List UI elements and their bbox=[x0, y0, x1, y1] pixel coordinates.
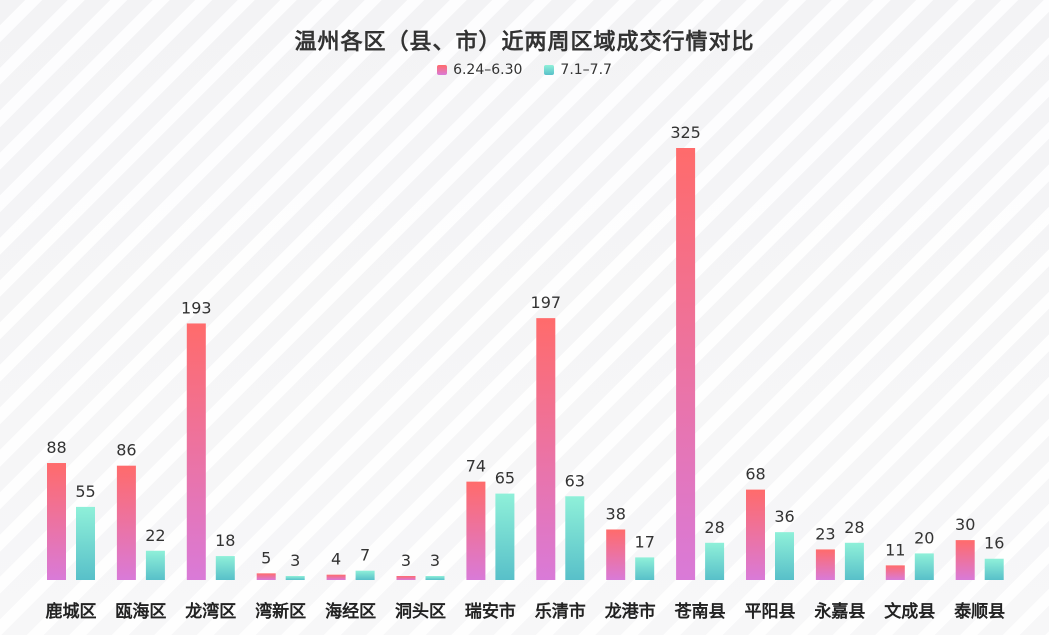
category-label-11: 永嘉县 bbox=[813, 601, 865, 622]
chart-title: 温州各区（县、市）近两周区域成交行情对比 bbox=[294, 30, 755, 55]
value-label-series-2-1: 22 bbox=[145, 526, 165, 545]
value-label-series-2-9: 28 bbox=[704, 518, 724, 537]
value-label-series-1-7: 197 bbox=[531, 293, 562, 312]
category-label-4: 海经区 bbox=[325, 601, 376, 622]
category-label-7: 乐清市 bbox=[535, 601, 586, 622]
bar-series-1-6 bbox=[466, 481, 486, 580]
bar-series-2-2 bbox=[215, 556, 235, 580]
value-label-series-1-5: 3 bbox=[401, 551, 411, 570]
bar-series-2-13 bbox=[984, 558, 1004, 580]
value-label-series-2-8: 17 bbox=[635, 532, 655, 551]
bar-series-1-1 bbox=[116, 465, 136, 580]
bar-series-1-2 bbox=[186, 323, 206, 580]
value-label-series-1-4: 4 bbox=[331, 550, 341, 569]
category-label-9: 苍南县 bbox=[674, 601, 726, 622]
value-label-series-1-6: 74 bbox=[466, 457, 486, 476]
bar-series-1-5 bbox=[396, 576, 416, 580]
value-label-series-1-8: 38 bbox=[606, 504, 626, 523]
value-label-series-2-6: 65 bbox=[495, 469, 515, 488]
bar-series-2-11 bbox=[844, 542, 864, 580]
category-label-8: 龙港市 bbox=[604, 601, 656, 622]
category-label-3: 湾新区 bbox=[255, 601, 306, 622]
value-label-series-2-0: 55 bbox=[75, 482, 95, 501]
value-label-series-2-5: 3 bbox=[430, 551, 440, 570]
value-label-series-1-0: 88 bbox=[46, 438, 66, 457]
bar-series-1-9 bbox=[676, 148, 696, 580]
value-label-series-1-1: 86 bbox=[116, 441, 136, 460]
category-label-2: 龙湾区 bbox=[184, 601, 236, 622]
legend-swatch-series-2 bbox=[544, 65, 555, 75]
legend-label-series-1: 6.24–6.30 bbox=[453, 62, 523, 78]
value-label-series-2-13: 16 bbox=[984, 534, 1004, 553]
bar-series-2-3 bbox=[285, 576, 305, 580]
bar-series-1-4 bbox=[326, 574, 346, 580]
category-label-12: 文成县 bbox=[884, 601, 935, 622]
value-label-series-2-2: 18 bbox=[215, 531, 235, 550]
legend-swatch-series-1 bbox=[437, 65, 448, 75]
value-label-series-1-3: 5 bbox=[261, 548, 271, 567]
value-label-series-2-11: 28 bbox=[844, 518, 864, 537]
bar-series-1-3 bbox=[256, 573, 276, 580]
value-label-series-1-12: 11 bbox=[885, 540, 905, 559]
value-label-series-2-7: 63 bbox=[565, 471, 585, 490]
bar-series-1-8 bbox=[606, 529, 626, 580]
bar-series-2-7 bbox=[565, 496, 585, 580]
bar-series-2-0 bbox=[76, 506, 95, 580]
legend-item-series-2: 7.1–7.7 bbox=[544, 62, 612, 78]
category-label-10: 平阳县 bbox=[745, 602, 796, 622]
category-label-5: 洞头区 bbox=[395, 602, 446, 622]
value-label-series-1-10: 68 bbox=[745, 465, 765, 484]
category-label-0: 鹿城区 bbox=[46, 601, 97, 622]
bar-series-1-11 bbox=[815, 549, 835, 580]
bar-series-1-10 bbox=[746, 489, 765, 580]
value-label-series-1-11: 23 bbox=[815, 524, 835, 543]
bar-series-2-9 bbox=[705, 542, 725, 580]
bar-series-2-6 bbox=[495, 493, 515, 580]
bar-series-2-10 bbox=[775, 532, 794, 580]
bar-series-2-1 bbox=[145, 550, 165, 580]
value-label-series-2-10: 36 bbox=[774, 507, 794, 526]
legend-item-series-1: 6.24–6.30 bbox=[437, 62, 522, 78]
value-label-series-2-4: 7 bbox=[360, 546, 370, 565]
legend-label-series-2: 7.1–7.7 bbox=[560, 62, 612, 78]
categories-layer: 鹿城区 瓯海区 龙湾区 湾新区 海经区 洞头区 瑞安市 乐清市 龙港市 苍南县 平阳县 永嘉县 文成县泰… bbox=[46, 601, 1006, 622]
category-label-1: 瓯海区 bbox=[115, 601, 166, 622]
category-label-6: 瑞安市 bbox=[465, 601, 516, 622]
bar-series-2-12 bbox=[914, 553, 934, 580]
value-label-series-2-3: 3 bbox=[290, 551, 300, 570]
category-label-13: 泰顺县 bbox=[954, 601, 1005, 622]
value-label-series-2-12: 20 bbox=[914, 528, 934, 547]
chart-legend: 6.24–6.30 7.1–7.7 bbox=[0, 62, 1049, 78]
bar-series-2-8 bbox=[635, 557, 655, 580]
bar-series-2-5 bbox=[425, 576, 445, 580]
bar-series-1-7 bbox=[536, 318, 556, 580]
value-label-series-1-9: 325 bbox=[670, 123, 701, 142]
bar-series-1-13 bbox=[955, 540, 975, 580]
bars-layer bbox=[47, 148, 1004, 580]
value-label-series-1-2: 193 bbox=[181, 298, 212, 317]
bar-series-1-0 bbox=[47, 463, 66, 580]
value-label-series-1-13: 30 bbox=[955, 515, 975, 534]
bar-series-1-12 bbox=[885, 565, 905, 580]
bar-series-2-4 bbox=[355, 570, 375, 580]
